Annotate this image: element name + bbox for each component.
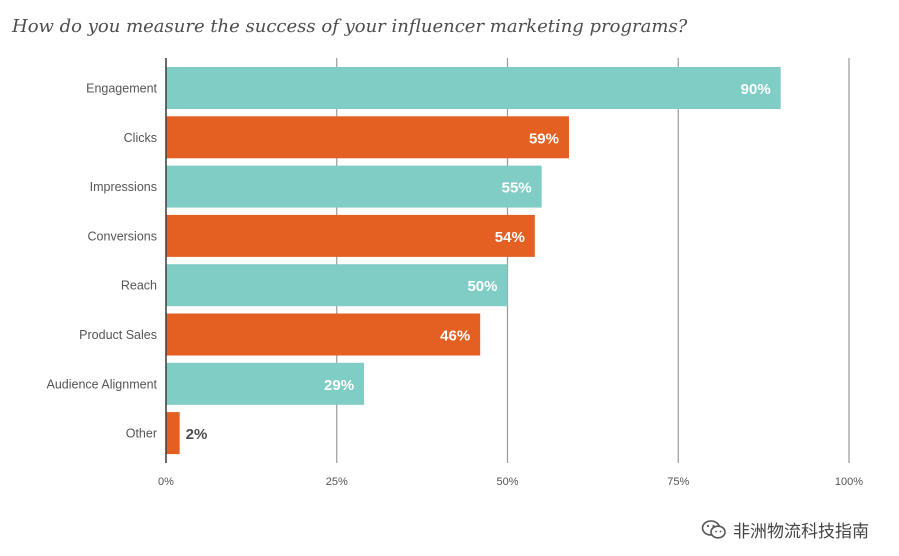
category-label: Clicks: [124, 131, 157, 145]
category-label: Other: [126, 427, 157, 441]
bar: [166, 116, 569, 159]
data-label: 90%: [741, 81, 771, 98]
bar: [166, 412, 180, 455]
bar: [166, 264, 508, 307]
category-label: Product Sales: [79, 328, 157, 342]
category-label: Conversions: [88, 229, 157, 243]
bar: [166, 362, 365, 405]
wechat-icon: [701, 519, 726, 539]
x-tick-label: 100%: [835, 476, 863, 488]
watermark: 非洲物流科技指南: [701, 517, 869, 542]
x-tick-label: 50%: [496, 476, 518, 488]
data-label: 54%: [495, 229, 525, 246]
data-label: 29%: [324, 377, 354, 394]
bar: [166, 67, 781, 109]
category-label: Reach: [121, 279, 157, 293]
data-label: 50%: [467, 278, 497, 295]
category-label: Engagement: [86, 82, 157, 96]
x-tick-label: 25%: [326, 476, 348, 488]
data-label: 55%: [502, 180, 532, 197]
chart-title: How do you measure the success of your i…: [12, 16, 688, 37]
category-label: Impressions: [90, 180, 157, 194]
data-label: 2%: [186, 426, 208, 443]
category-label: Audience Alignment: [47, 377, 158, 391]
x-tick-label: 75%: [667, 476, 689, 488]
data-label: 46%: [440, 328, 470, 345]
bar: [166, 214, 535, 257]
data-label: 59%: [529, 130, 559, 147]
x-tick-label: 0%: [158, 476, 174, 488]
bar: [166, 165, 542, 208]
bar: [166, 313, 481, 356]
watermark-text: 非洲物流科技指南: [733, 522, 869, 542]
